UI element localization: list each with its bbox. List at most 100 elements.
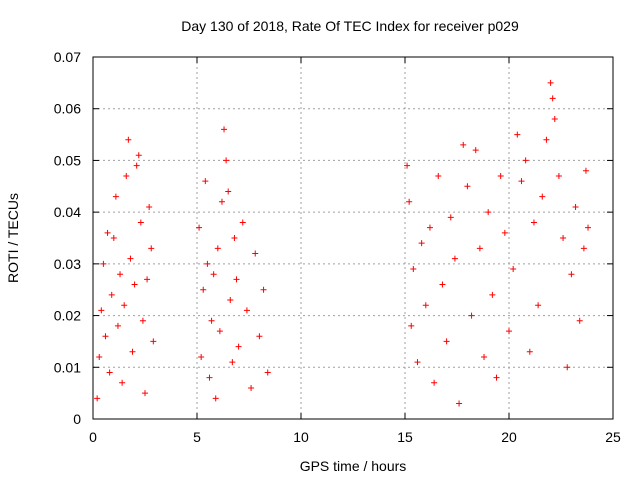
data-point	[568, 271, 575, 278]
data-point	[243, 307, 250, 314]
data-point	[582, 167, 589, 174]
data-point	[114, 322, 121, 329]
data-point	[472, 147, 479, 154]
data-point	[204, 260, 211, 267]
data-point	[464, 183, 471, 190]
data-point	[252, 250, 259, 257]
data-point	[221, 126, 228, 133]
data-point	[451, 255, 458, 262]
data-point	[96, 353, 103, 360]
data-point	[112, 193, 119, 200]
data-point	[572, 203, 579, 210]
data-point	[206, 374, 213, 381]
data-point	[408, 322, 415, 329]
data-point	[94, 395, 101, 402]
data-point	[239, 219, 246, 226]
y-tick-label: 0	[73, 411, 81, 427]
data-point	[121, 302, 128, 309]
data-point	[460, 141, 467, 148]
data-point	[123, 172, 130, 179]
data-point	[148, 245, 155, 252]
data-point	[543, 136, 550, 143]
data-point	[108, 291, 115, 298]
data-point	[456, 400, 463, 407]
data-point	[218, 198, 225, 205]
data-point	[256, 333, 263, 340]
data-point	[142, 390, 148, 397]
data-point	[139, 317, 146, 324]
data-point	[476, 245, 483, 252]
data-point	[510, 266, 517, 273]
y-tick-label: 0.06	[54, 101, 81, 117]
data-point	[127, 255, 134, 262]
data-point	[564, 364, 571, 371]
ticks-layer: 0 5 10 15 20 25 0 0.01 0.02 0.03 0.04 0.05 0.06 0.07	[54, 49, 621, 445]
data-point	[106, 369, 113, 376]
data-point	[410, 266, 417, 273]
data-point	[235, 343, 242, 350]
data-point	[119, 379, 126, 386]
data-point	[506, 328, 512, 335]
y-tick-label: 0.02	[54, 308, 81, 324]
data-point	[435, 172, 442, 179]
data-point	[585, 224, 592, 231]
data-point	[125, 136, 132, 143]
x-tick-label: 0	[89, 429, 97, 445]
data-point	[422, 302, 429, 309]
data-point	[535, 302, 542, 309]
data-point	[210, 271, 217, 278]
data-point	[208, 317, 215, 324]
data-point	[100, 260, 107, 267]
data-point	[216, 328, 223, 335]
y-tick-label: 0.03	[54, 256, 81, 272]
data-point	[229, 359, 236, 366]
data-point	[248, 384, 255, 391]
data-point	[406, 198, 413, 205]
y-tick-label: 0.01	[54, 359, 81, 375]
data-point	[493, 374, 500, 381]
data-point	[200, 286, 207, 293]
data-point	[227, 297, 234, 304]
data-point	[414, 359, 421, 366]
data-point	[526, 348, 533, 355]
data-point	[98, 307, 105, 314]
data-point	[497, 172, 504, 179]
data-point	[443, 338, 450, 345]
data-point	[137, 219, 144, 226]
data-point	[560, 235, 567, 241]
data-point	[447, 214, 454, 221]
data-point	[202, 178, 209, 185]
data-point	[547, 79, 554, 86]
data-point	[117, 271, 124, 278]
data-point	[233, 276, 240, 283]
data-point	[518, 178, 525, 185]
data-point	[214, 245, 221, 252]
chart-title: Day 130 of 2018, Rate Of TEC Index for r…	[181, 18, 519, 34]
data-point	[439, 281, 446, 288]
data-point	[135, 152, 142, 159]
data-point	[555, 172, 562, 179]
data-point	[426, 224, 433, 231]
data-point	[468, 312, 475, 319]
data-point	[104, 229, 111, 236]
data-point	[418, 240, 425, 247]
data-point	[576, 317, 583, 324]
data-point	[196, 224, 203, 231]
data-point	[223, 157, 230, 164]
plot-frame	[92, 56, 614, 420]
data-point	[481, 353, 488, 360]
data-point	[514, 131, 521, 138]
points-layer	[94, 79, 592, 407]
data-point	[144, 276, 151, 283]
y-tick-label: 0.07	[54, 49, 81, 65]
y-axis-label: ROTI / TECUs	[5, 193, 21, 283]
data-point	[146, 203, 153, 210]
data-point	[225, 188, 232, 195]
data-point	[212, 395, 219, 402]
data-point	[489, 291, 496, 298]
data-point	[110, 235, 117, 241]
x-tick-label: 5	[193, 429, 201, 445]
y-tick-label: 0.04	[54, 204, 81, 220]
data-point	[539, 193, 546, 200]
